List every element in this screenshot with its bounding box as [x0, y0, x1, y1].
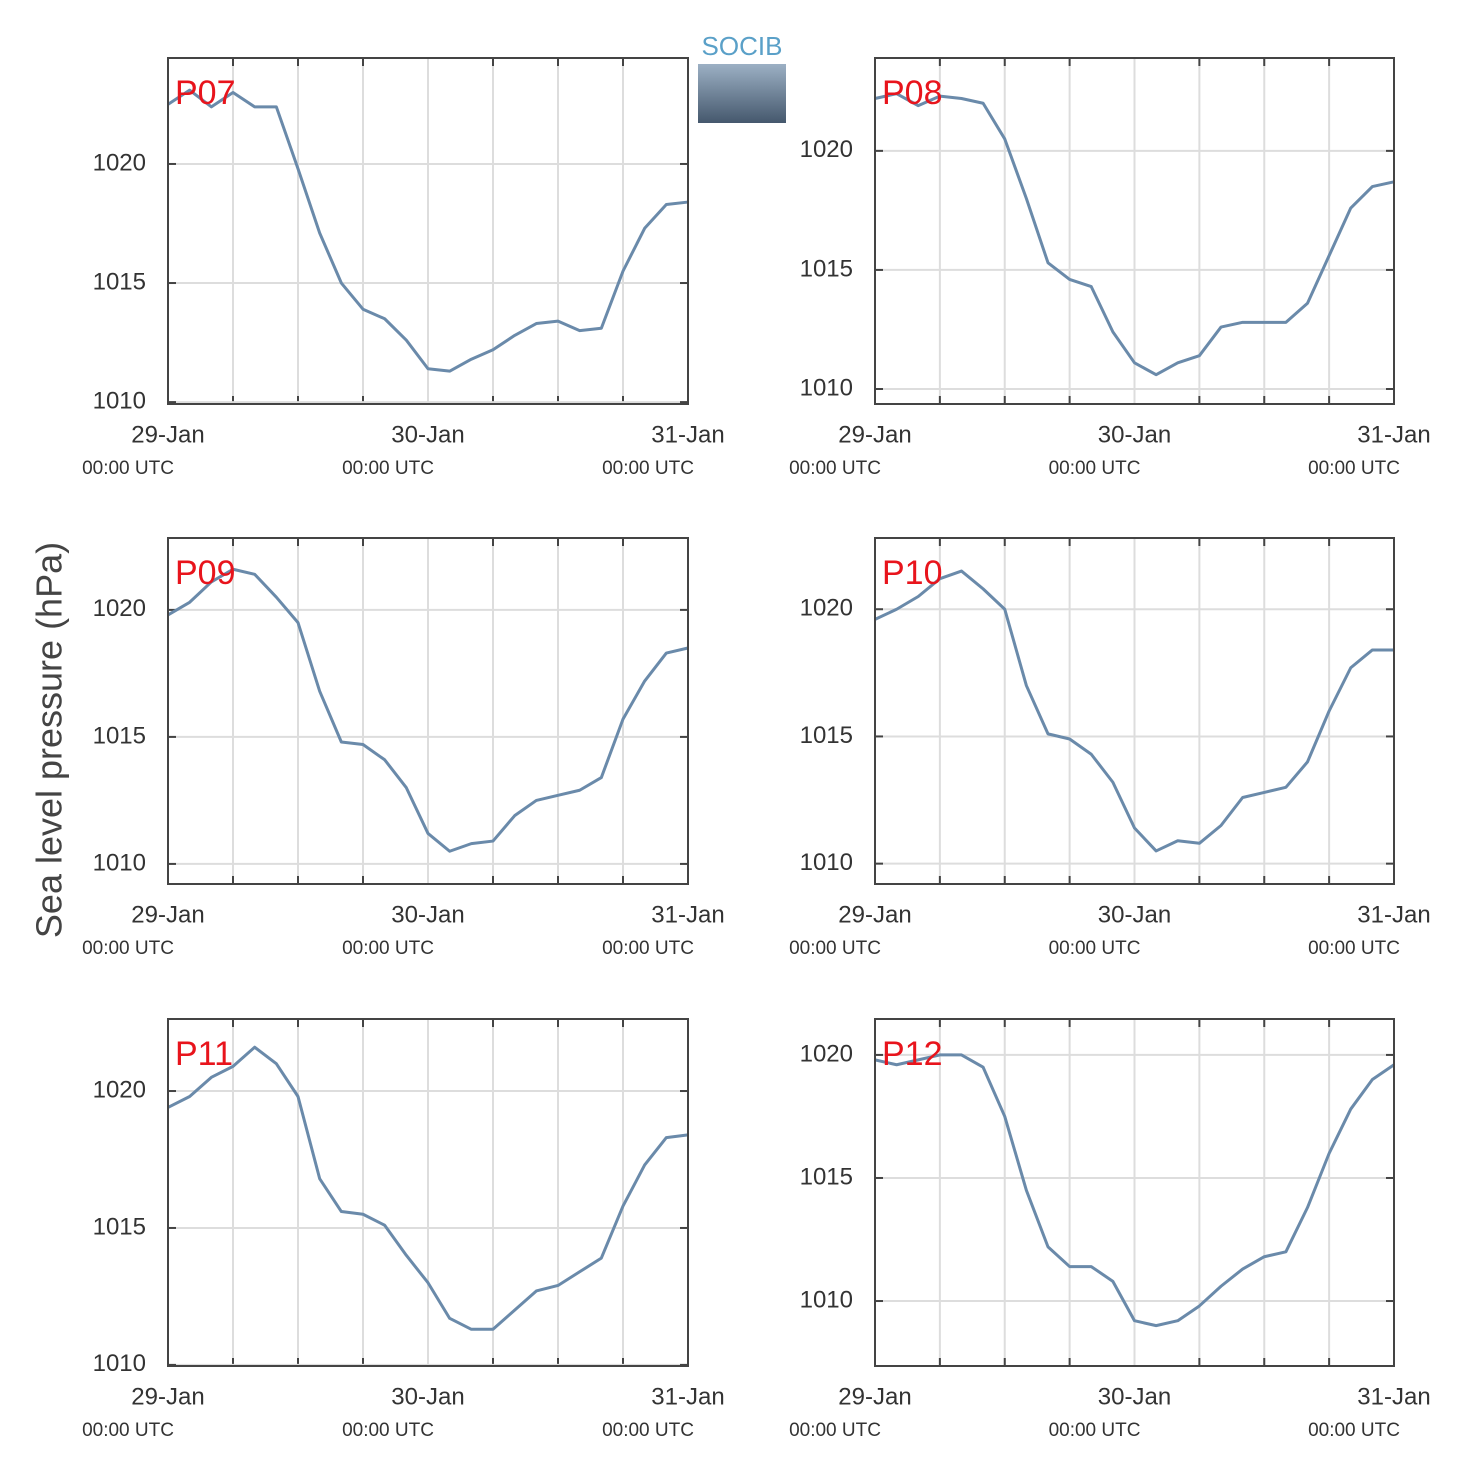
panel-title: P11 — [175, 1035, 233, 1073]
x-tick-sublabel: 00:00 UTC — [1308, 458, 1400, 479]
x-tick-label: 31-Jan — [651, 1383, 724, 1410]
y-axis-label: Sea level pressure (hPa) — [29, 542, 70, 938]
panel-title: P07 — [175, 74, 236, 112]
y-tick-label: 1015 — [93, 1213, 146, 1240]
y-tick-label: 1015 — [800, 255, 853, 282]
x-tick-label: 31-Jan — [651, 901, 724, 928]
data-line — [874, 92, 1395, 377]
x-tick-sublabel: 00:00 UTC — [1308, 1420, 1400, 1441]
y-tick-label: 1010 — [800, 849, 853, 876]
panel: 29-Jan 00:00 UTC 30-Jan 00:00 UTC 31-Jan 00:0… — [789, 57, 1431, 479]
panel-title: P10 — [882, 554, 943, 592]
panel-title: P09 — [175, 554, 236, 592]
y-tick-label: 1020 — [93, 149, 146, 176]
y-tick-label: 1010 — [93, 387, 146, 414]
plot-frame — [874, 57, 1395, 405]
x-tick-label: 31-Jan — [1357, 421, 1430, 448]
y-tick-label: 1020 — [93, 595, 146, 622]
y-tick-label: 1010 — [93, 849, 146, 876]
panel-title: P12 — [882, 1035, 943, 1073]
x-tick-label: 31-Jan — [1357, 901, 1430, 928]
panel: 29-Jan 00:00 UTC 30-Jan 00:00 UTC 31-Jan 00:0… — [789, 537, 1431, 959]
y-tick-label: 1015 — [93, 268, 146, 295]
logo: SOCIB — [698, 31, 786, 123]
data-line — [167, 88, 689, 373]
x-tick-label: 30-Jan — [391, 1383, 464, 1410]
y-tick-label: 1015 — [800, 722, 853, 749]
logo-text: SOCIB — [702, 31, 783, 61]
plot-frame — [167, 1018, 689, 1367]
x-tick-label: 31-Jan — [651, 421, 724, 448]
x-tick-label: 29-Jan — [838, 421, 911, 448]
x-tick-label: 30-Jan — [391, 421, 464, 448]
x-tick-sublabel: 00:00 UTC — [342, 1420, 434, 1441]
x-tick-sublabel: 00:00 UTC — [82, 938, 174, 959]
plot-frame — [167, 537, 689, 885]
plot-frame — [874, 537, 1395, 885]
x-tick-sublabel: 00:00 UTC — [1049, 938, 1141, 959]
y-tick-label: 1010 — [800, 1286, 853, 1313]
y-tick-label: 1020 — [800, 136, 853, 163]
x-tick-label: 29-Jan — [131, 901, 204, 928]
x-tick-sublabel: 00:00 UTC — [82, 1420, 174, 1441]
x-tick-sublabel: 00:00 UTC — [602, 1420, 694, 1441]
x-tick-sublabel: 00:00 UTC — [342, 938, 434, 959]
x-tick-label: 29-Jan — [838, 1383, 911, 1410]
x-tick-sublabel: 00:00 UTC — [789, 938, 881, 959]
panel: 29-Jan 00:00 UTC 30-Jan 00:00 UTC 31-Jan 00:0… — [82, 1018, 725, 1441]
panel: 29-Jan 00:00 UTC 30-Jan 00:00 UTC 31-Jan 00:0… — [82, 537, 725, 959]
x-tick-sublabel: 00:00 UTC — [602, 458, 694, 479]
logo-image — [698, 64, 786, 123]
x-tick-sublabel: 00:00 UTC — [1308, 938, 1400, 959]
y-tick-label: 1020 — [800, 595, 853, 622]
data-line — [874, 569, 1394, 853]
x-tick-label: 29-Jan — [131, 421, 204, 448]
y-tick-label: 1020 — [800, 1040, 853, 1067]
y-tick-label: 1020 — [93, 1076, 146, 1103]
panel: 29-Jan 00:00 UTC 30-Jan 00:00 UTC 31-Jan 00:0… — [789, 1018, 1431, 1441]
x-tick-label: 29-Jan — [838, 901, 911, 928]
plot-frame — [874, 1018, 1395, 1367]
x-tick-sublabel: 00:00 UTC — [789, 458, 881, 479]
y-tick-label: 1015 — [800, 1163, 853, 1190]
x-tick-label: 30-Jan — [1098, 901, 1171, 928]
x-tick-sublabel: 00:00 UTC — [82, 458, 174, 479]
data-line — [167, 1045, 689, 1331]
x-tick-label: 29-Jan — [131, 1383, 204, 1410]
x-tick-sublabel: 00:00 UTC — [789, 1420, 881, 1441]
x-tick-label: 30-Jan — [391, 901, 464, 928]
data-line — [874, 1053, 1395, 1328]
data-line — [167, 567, 689, 853]
y-tick-label: 1015 — [93, 722, 146, 749]
x-tick-sublabel: 00:00 UTC — [1049, 1420, 1141, 1441]
panel-title: P08 — [882, 74, 943, 112]
x-tick-sublabel: 00:00 UTC — [342, 458, 434, 479]
x-tick-sublabel: 00:00 UTC — [602, 938, 694, 959]
panel: 29-Jan 00:00 UTC 30-Jan 00:00 UTC 31-Jan 00:0… — [82, 57, 725, 479]
y-tick-label: 1010 — [93, 1350, 146, 1377]
y-tick-label: 1010 — [800, 374, 853, 401]
x-tick-label: 31-Jan — [1357, 1383, 1430, 1410]
x-tick-label: 30-Jan — [1098, 1383, 1171, 1410]
x-tick-label: 30-Jan — [1098, 421, 1171, 448]
x-tick-sublabel: 00:00 UTC — [1049, 458, 1141, 479]
plot-frame — [167, 57, 689, 405]
